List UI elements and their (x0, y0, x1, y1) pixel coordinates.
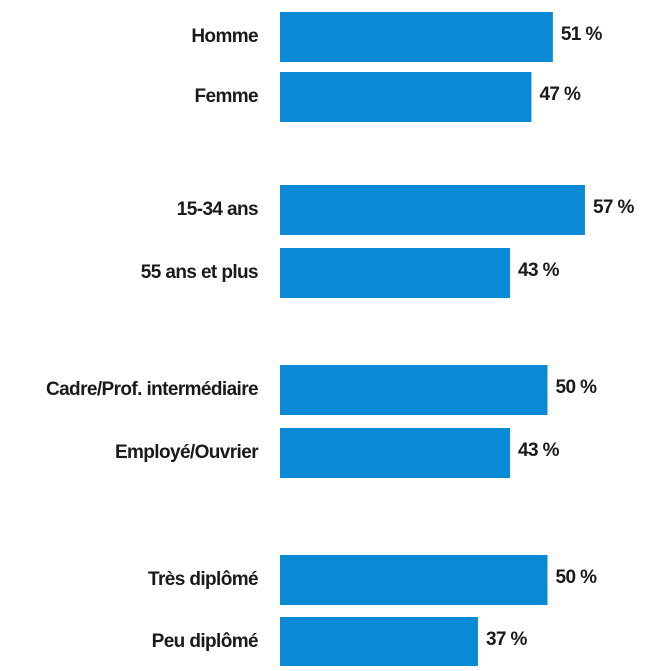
category-label: 15-34 ans (177, 199, 258, 220)
bar (280, 185, 585, 235)
category-label: Très diplômé (148, 569, 258, 590)
value-label: 57 % (593, 197, 635, 218)
bar (280, 12, 553, 62)
bar (280, 72, 532, 122)
category-label: Femme (194, 86, 258, 107)
category-label: Cadre/Prof. intermédiaire (46, 379, 258, 400)
value-label: 50 % (556, 377, 598, 398)
bar (280, 248, 511, 298)
value-label: 43 % (518, 440, 560, 461)
value-label: 50 % (556, 567, 598, 588)
category-label: 55 ans et plus (141, 262, 258, 283)
value-label: 37 % (486, 629, 528, 650)
category-label: Homme (191, 26, 258, 47)
category-label: Peu diplômé (152, 631, 258, 652)
value-label: 51 % (561, 24, 603, 45)
value-label: 43 % (518, 260, 560, 281)
category-label: Employé/Ouvrier (115, 442, 259, 463)
bar (280, 428, 511, 478)
bar (280, 555, 548, 605)
bar (280, 365, 548, 415)
bar (280, 617, 478, 667)
value-label: 47 % (539, 84, 581, 105)
